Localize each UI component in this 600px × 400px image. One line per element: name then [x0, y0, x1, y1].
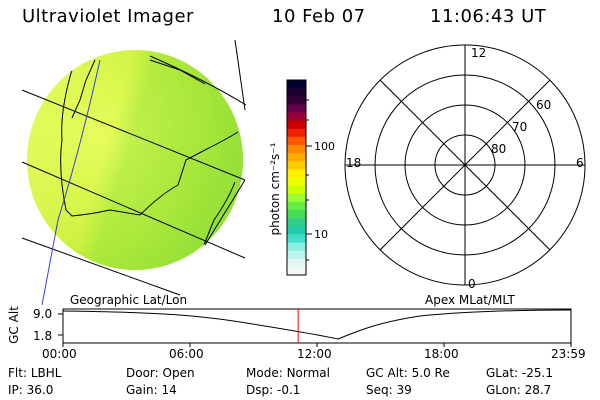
- mlat-label-80: 80: [491, 142, 507, 156]
- mlt-label-0: 0: [468, 277, 476, 291]
- colorbar-segment: [287, 145, 306, 154]
- timeline-ytick-high: 9.0: [33, 307, 53, 321]
- time-label: 11:06:43 UT: [430, 6, 547, 27]
- colorbar-unit: photon cm⁻²s⁻¹: [268, 142, 282, 236]
- info-gc-alt: GC Alt: 5.0 Re: [366, 366, 450, 380]
- timeline-xtick: 12:00: [297, 347, 332, 361]
- info-ip: IP: 36.0: [8, 383, 54, 397]
- colorbar-segment: [287, 201, 306, 211]
- colorbar-segment: [287, 169, 306, 178]
- lat-lon-grid: [21, 39, 247, 306]
- page-title: Ultraviolet Imager: [22, 6, 194, 27]
- colorbar-segment: [287, 193, 306, 203]
- colorbar-segment: [287, 242, 306, 252]
- colorbar-segment: [287, 210, 306, 219]
- colorbar-segment: [287, 218, 306, 227]
- timeline-ylabel: GC Alt: [7, 306, 21, 344]
- colorbar-segment: [287, 177, 306, 187]
- apex-label: Apex MLat/MLT: [425, 293, 515, 307]
- colorbar-tick-10: 10: [314, 228, 328, 241]
- timeline-xtick: 00:00: [42, 347, 77, 361]
- timeline-xtick: 18:00: [424, 347, 459, 361]
- mlt-label-6: 6: [576, 156, 584, 170]
- timeline-xtick: 06:00: [169, 347, 204, 361]
- colorbar-segment: [287, 128, 306, 138]
- colorbar-segment: [287, 161, 306, 170]
- colorbar-segment: [287, 266, 306, 276]
- timeline-xtick: 23:59: [551, 347, 586, 361]
- colorbar-segment: [287, 88, 306, 97]
- coastline: [71, 59, 96, 119]
- mlt-label-18: 18: [346, 156, 362, 170]
- colorbar-segment: [287, 226, 306, 235]
- colorbar-segment: [287, 120, 306, 130]
- info-door: Door: Open: [126, 366, 195, 380]
- colorbar-segment: [287, 234, 306, 243]
- info-glon: GLon: 28.7: [486, 383, 552, 397]
- coastline: [60, 69, 239, 217]
- color-bar: [287, 80, 306, 276]
- info-mode: Mode: Normal: [246, 366, 330, 380]
- timeline-ytick-low: 1.8: [33, 329, 53, 343]
- colorbar-segment: [287, 112, 306, 122]
- colorbar-tick-100: 100: [314, 140, 335, 153]
- colorbar-segment: [287, 80, 306, 89]
- uv-image: [27, 50, 243, 270]
- colorbar-segment: [287, 104, 306, 113]
- mlat-label-60: 60: [536, 98, 552, 112]
- info-gain: Gain: 14: [126, 383, 177, 397]
- colorbar-segment: [287, 185, 306, 195]
- info-flt: Flt: LBHL: [8, 366, 62, 380]
- info-dsp: Dsp: -0.1: [246, 383, 301, 397]
- colorbar-segment: [287, 153, 306, 162]
- colorbar-segment: [287, 96, 306, 105]
- mlat-label-70: 70: [512, 120, 528, 134]
- polar-plot: [344, 44, 586, 286]
- altitude-timeline: [58, 308, 572, 347]
- info-seq: Seq: 39: [366, 383, 412, 397]
- colorbar-segment: [287, 250, 306, 260]
- mlt-label-12: 12: [471, 46, 487, 60]
- geographic-label: Geographic Lat/Lon: [70, 293, 188, 307]
- info-glat: GLat: -25.1: [486, 366, 553, 380]
- colorbar-segment: [287, 258, 306, 268]
- colorbar-segment: [287, 136, 306, 146]
- date-label: 10 Feb 07: [272, 6, 366, 27]
